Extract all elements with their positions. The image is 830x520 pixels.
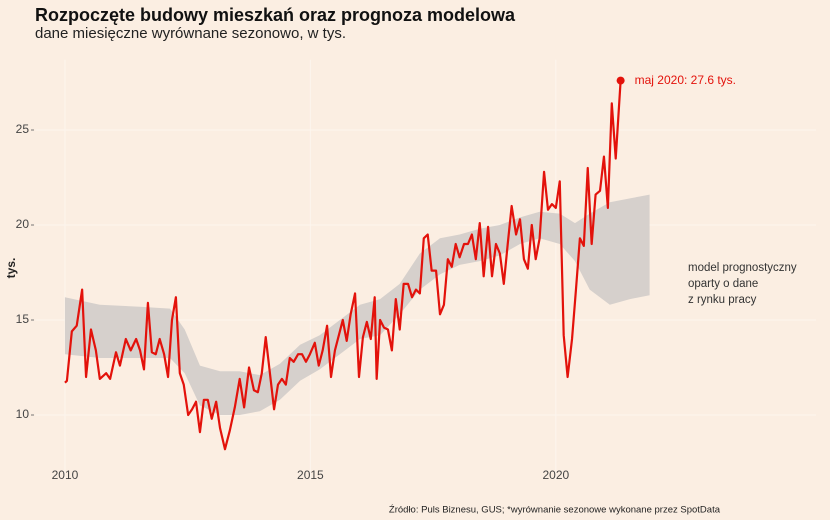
band-annotation: oparty o dane [688,278,758,290]
source: Źródło: Puls Biznesu, GUS; *wyrównanie s… [389,505,721,516]
band-annotation: model prognostyczny [688,262,797,274]
x-tick-label: 2010 [52,468,79,482]
end-annotation: maj 2020: 27.6 tys. [635,73,736,87]
y-tick-label: 15 [16,312,30,326]
line [64,80,622,451]
forecast-band [64,194,650,415]
x-tick-label: 2020 [542,468,569,482]
end-point [616,76,625,85]
band-annotation: z rynku pracy [688,294,757,306]
y-tick-label: 20 [16,217,30,231]
chart-title: Rozpoczęte budowy mieszkań oraz prognoza… [35,5,516,25]
y-tick-label: 10 [16,407,30,421]
y-tick-label: 25 [16,122,30,136]
y-axis-label: tys. [4,258,18,279]
chart-subtitle: dane miesięczne wyrównane sezonowo, w ty… [35,25,346,42]
x-tick-label: 2015 [297,468,324,482]
